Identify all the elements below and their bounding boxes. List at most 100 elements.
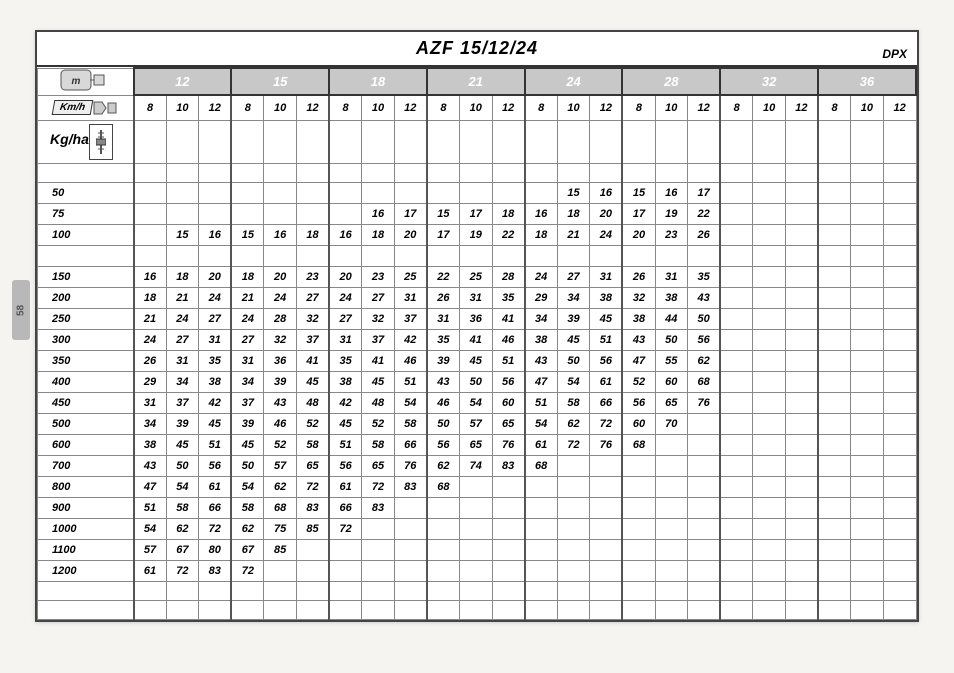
empty-cell — [557, 120, 590, 163]
svg-text:m: m — [72, 76, 81, 87]
data-cell: 34 — [525, 308, 558, 329]
data-cell: 83 — [394, 476, 427, 497]
data-cell: 62 — [557, 413, 590, 434]
data-cell: 27 — [296, 287, 329, 308]
data-cell: 39 — [231, 413, 264, 434]
data-cell — [590, 245, 623, 266]
data-cell: 45 — [590, 308, 623, 329]
data-cell — [655, 497, 688, 518]
speed-header: 8 — [818, 95, 851, 120]
empty-cell — [296, 120, 329, 163]
spacer — [557, 163, 590, 182]
data-cell — [557, 497, 590, 518]
spacer — [818, 581, 851, 600]
data-cell: 34 — [134, 413, 167, 434]
data-cell: 68 — [264, 497, 297, 518]
data-cell — [362, 518, 395, 539]
data-cell — [688, 245, 721, 266]
speed-header: 12 — [785, 95, 818, 120]
data-cell: 66 — [199, 497, 232, 518]
data-cell — [883, 203, 916, 224]
data-cell: 41 — [492, 308, 525, 329]
data-cell: 41 — [362, 350, 395, 371]
data-cell — [720, 518, 753, 539]
data-cell — [818, 287, 851, 308]
spacer — [688, 600, 721, 619]
data-cell: 57 — [459, 413, 492, 434]
empty-cell — [753, 120, 786, 163]
empty-cell — [199, 120, 232, 163]
spacer — [818, 163, 851, 182]
data-cell — [818, 371, 851, 392]
data-cell — [720, 203, 753, 224]
data-cell — [394, 245, 427, 266]
data-cell — [525, 539, 558, 560]
data-cell — [264, 203, 297, 224]
spacer — [525, 600, 558, 619]
data-cell — [851, 182, 884, 203]
spacer — [199, 581, 232, 600]
data-cell — [753, 182, 786, 203]
data-cell: 16 — [525, 203, 558, 224]
data-cell — [459, 476, 492, 497]
data-cell: 24 — [199, 287, 232, 308]
spacer — [427, 163, 460, 182]
data-cell: 37 — [166, 392, 199, 413]
data-cell — [818, 476, 851, 497]
data-cell: 56 — [688, 329, 721, 350]
data-cell — [818, 413, 851, 434]
data-cell — [785, 392, 818, 413]
data-cell: 62 — [231, 518, 264, 539]
spacer — [655, 581, 688, 600]
data-cell — [818, 539, 851, 560]
spacer — [134, 581, 167, 600]
data-cell: 39 — [557, 308, 590, 329]
data-cell — [851, 308, 884, 329]
spacer — [134, 163, 167, 182]
data-cell: 23 — [296, 266, 329, 287]
data-cell: 83 — [296, 497, 329, 518]
data-cell: 51 — [525, 392, 558, 413]
data-cell: 39 — [166, 413, 199, 434]
data-cell — [720, 455, 753, 476]
data-cell: 51 — [199, 434, 232, 455]
speed-header: 12 — [883, 95, 916, 120]
data-cell: 54 — [231, 476, 264, 497]
data-cell — [492, 182, 525, 203]
spacer — [851, 600, 884, 619]
data-cell: 54 — [525, 413, 558, 434]
data-cell: 72 — [329, 518, 362, 539]
data-cell — [720, 392, 753, 413]
data-cell — [492, 497, 525, 518]
data-cell: 56 — [427, 434, 460, 455]
data-cell — [231, 203, 264, 224]
data-cell — [459, 182, 492, 203]
spacer — [199, 163, 232, 182]
data-cell: 66 — [394, 434, 427, 455]
spacer — [622, 163, 655, 182]
data-cell: 15 — [557, 182, 590, 203]
data-cell — [785, 413, 818, 434]
spacer — [688, 581, 721, 600]
data-cell — [785, 434, 818, 455]
rate-label: 100 — [38, 224, 134, 245]
data-cell: 22 — [427, 266, 460, 287]
data-cell: 24 — [590, 224, 623, 245]
spacer — [590, 600, 623, 619]
data-cell — [720, 371, 753, 392]
data-cell: 32 — [622, 287, 655, 308]
data-cell: 37 — [394, 308, 427, 329]
data-cell: 38 — [134, 434, 167, 455]
data-cell: 58 — [394, 413, 427, 434]
data-cell — [134, 224, 167, 245]
data-cell — [785, 287, 818, 308]
data-cell — [492, 518, 525, 539]
data-cell: 46 — [427, 392, 460, 413]
data-cell: 22 — [492, 224, 525, 245]
data-cell: 31 — [655, 266, 688, 287]
empty-cell — [590, 120, 623, 163]
data-cell: 26 — [622, 266, 655, 287]
data-cell — [883, 392, 916, 413]
data-cell: 29 — [134, 371, 167, 392]
speed-header: 12 — [296, 95, 329, 120]
